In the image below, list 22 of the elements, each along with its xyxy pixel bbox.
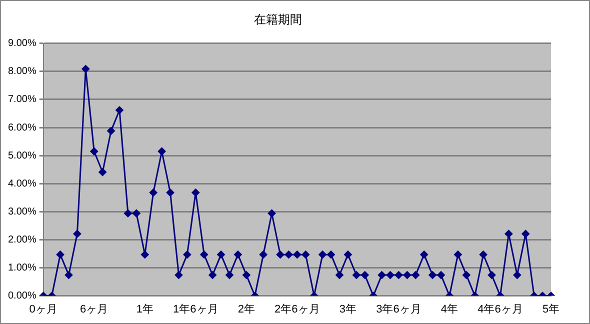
x-tick-label: 1年: [136, 303, 154, 316]
x-tick-label: 4年: [440, 303, 458, 316]
y-tick-label: 2.00%: [8, 234, 36, 246]
chart-title: 在籍期間: [254, 12, 302, 27]
x-tick-label: 1年6ヶ月: [173, 303, 218, 316]
x-tick-label: 5年: [542, 303, 560, 316]
x-tick-label: 2年6ヶ月: [274, 303, 320, 316]
y-tick-label: 9.00%: [8, 38, 36, 50]
x-tick-label: 2年: [238, 303, 255, 316]
y-tick-label: 7.00%: [8, 94, 36, 106]
y-tick-label: 6.00%: [8, 122, 36, 134]
y-tick-label: 4.00%: [8, 178, 36, 190]
x-tick-label: 0ヶ月: [29, 303, 58, 316]
y-tick-label: 8.00%: [8, 66, 36, 78]
y-tick-label: 3.00%: [8, 206, 36, 218]
x-tick-label: 3年: [339, 303, 357, 316]
x-tick-label: 4年6ヶ月: [478, 303, 523, 316]
x-tick-label: 6ヶ月: [80, 303, 108, 316]
y-tick-label: 5.00%: [8, 150, 36, 162]
x-tick-label: 3年6ヶ月: [376, 303, 422, 316]
y-tick-label: 1.00%: [8, 262, 36, 274]
y-tick-label: 0.00%: [8, 290, 36, 302]
